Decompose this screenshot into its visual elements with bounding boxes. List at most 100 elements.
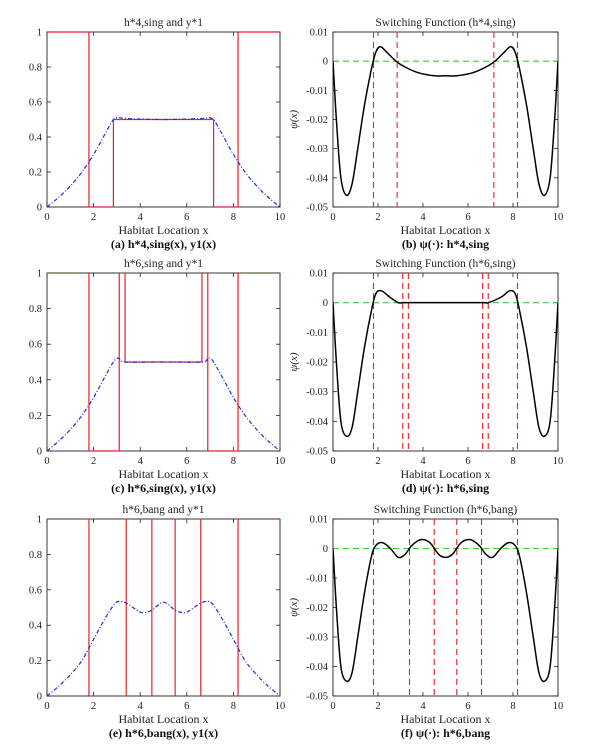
x-axis-label: Habitat Location x xyxy=(401,467,491,481)
panel-title: h*4,sing and y*1 xyxy=(124,17,203,29)
x-tick-label: 6 xyxy=(184,701,189,712)
plot-area xyxy=(47,519,280,696)
y-tick-label: -0.02 xyxy=(306,603,328,614)
series-y1 xyxy=(47,117,280,207)
series-psi xyxy=(333,289,558,438)
y-tick-label: 0.6 xyxy=(29,98,42,109)
plot-area xyxy=(47,32,280,207)
x-axis-label: Habitat Location x xyxy=(119,467,209,481)
x-tick-label: 0 xyxy=(330,212,335,223)
plot-area xyxy=(333,32,558,207)
y-tick-label: 1 xyxy=(37,269,42,280)
y-tick-label: 0.01 xyxy=(310,515,328,526)
series-psi xyxy=(333,538,558,683)
plot-frame xyxy=(46,518,281,697)
plot-frame xyxy=(332,518,559,697)
panel-b: 0 2 4 6 8 10 -0.05 -0.04 -0.03 -0.02 -0.01 0 0.01 Swi… xyxy=(288,17,563,251)
panel-d: 0 2 4 6 8 10 -0.05 -0.04 -0.03 -0.02 -0.01 0 0.01 Swi… xyxy=(288,258,563,495)
x-tick-label: 4 xyxy=(138,456,144,467)
series-control xyxy=(47,32,280,207)
y-tick-label: 0 xyxy=(37,447,42,458)
x-tick-label: 0 xyxy=(44,701,49,712)
x-tick-label: 4 xyxy=(138,212,144,223)
y-tick-label: -0.05 xyxy=(306,203,328,214)
plot-frame xyxy=(332,31,559,208)
panel-caption: (c) h*6,sing(x), y1(x) xyxy=(111,481,216,495)
y-tick-label: 0.4 xyxy=(29,375,43,386)
x-tick-label: 6 xyxy=(465,212,470,223)
y-tick-label: -0.04 xyxy=(306,417,329,428)
panel-title: Switching Function (h*6,bang) xyxy=(374,504,518,516)
x-axis-label: Habitat Location x xyxy=(401,712,491,726)
y-tick-label: 0.8 xyxy=(29,304,42,315)
plot-area xyxy=(47,273,280,451)
x-tick-label: 6 xyxy=(184,212,189,223)
y-tick-label: 1 xyxy=(37,515,42,526)
y-tick-label: 0 xyxy=(323,544,328,555)
y-tick-label: 0.4 xyxy=(29,621,43,632)
x-axis-label: Habitat Location x xyxy=(119,223,209,237)
series-psi xyxy=(333,45,558,197)
y-tick-label: -0.03 xyxy=(306,633,328,644)
panel-caption: (e) h*6,bang(x), y1(x) xyxy=(109,726,218,740)
y-axis-label: ψ(x) xyxy=(288,352,300,371)
panel-f: 0 2 4 6 8 10 -0.05 -0.04 -0.03 -0.02 -0.01 0 0.01 Swi… xyxy=(288,504,563,740)
plot-area xyxy=(333,273,558,451)
y-tick-label: -0.01 xyxy=(306,328,328,339)
y-tick-label: -0.04 xyxy=(306,173,329,184)
series-y1 xyxy=(47,357,280,451)
x-tick-label: 10 xyxy=(275,701,286,712)
x-tick-label: 4 xyxy=(420,456,426,467)
y-tick-label: 0.01 xyxy=(310,28,328,39)
x-tick-label: 2 xyxy=(91,212,96,223)
x-axis-label: Habitat Location x xyxy=(119,712,209,726)
x-tick-label: 4 xyxy=(420,212,426,223)
x-tick-label: 4 xyxy=(420,701,426,712)
x-tick-label: 2 xyxy=(91,701,96,712)
y-tick-label: -0.02 xyxy=(306,358,328,369)
panel-title: h*6,bang and y*1 xyxy=(122,504,204,516)
plot-area xyxy=(333,519,558,696)
x-tick-label: 2 xyxy=(375,456,380,467)
x-tick-label: 0 xyxy=(44,456,49,467)
panel-caption: (d) ψ(·): h*6,sing xyxy=(402,481,489,495)
y-axis-label: ψ(x) xyxy=(288,110,300,129)
x-tick-label: 2 xyxy=(91,456,96,467)
panel-caption: (f) ψ(·): h*6,bang xyxy=(401,726,490,740)
x-tick-label: 0 xyxy=(330,701,335,712)
panel-caption: (a) h*4,sing(x), y1(x) xyxy=(111,237,216,251)
x-tick-label: 4 xyxy=(138,701,144,712)
y-tick-label: 0.2 xyxy=(29,168,42,179)
x-tick-label: 10 xyxy=(275,212,286,223)
y-tick-label: 0.4 xyxy=(29,133,43,144)
x-tick-label: 8 xyxy=(510,701,515,712)
y-tick-label: 0.2 xyxy=(29,656,42,667)
x-tick-label: 8 xyxy=(231,701,236,712)
y-tick-label: 0.01 xyxy=(310,269,328,280)
y-tick-label: 0.6 xyxy=(29,340,42,351)
panel-title: Switching Function (h*4,sing) xyxy=(375,17,515,29)
y-tick-label: -0.02 xyxy=(306,115,328,126)
x-tick-label: 2 xyxy=(375,701,380,712)
x-tick-label: 6 xyxy=(184,456,189,467)
y-tick-label: 0 xyxy=(323,298,328,309)
panel-a: 0 2 4 6 8 10 0 0.2 0.4 0.6 0.8 1 h*4,sing and y*1 Hab… xyxy=(29,17,285,251)
x-tick-label: 10 xyxy=(553,456,564,467)
x-tick-label: 2 xyxy=(375,212,380,223)
panel-e: 0 2 4 6 8 10 0 0.2 0.4 0.6 0.8 1 h*6,bang and y*1 Hab… xyxy=(29,504,285,740)
y-axis-label: ψ(x) xyxy=(288,598,300,617)
y-tick-label: -0.04 xyxy=(306,662,329,673)
panel-title: Switching Function (h*6,sing) xyxy=(375,258,515,270)
panel-c: 0 2 4 6 8 10 0 0.2 0.4 0.6 0.8 1 h*6,sing and y*1 Hab… xyxy=(29,258,285,495)
x-tick-label: 6 xyxy=(465,701,470,712)
x-tick-label: 6 xyxy=(465,456,470,467)
y-tick-label: -0.05 xyxy=(306,692,328,703)
x-tick-label: 8 xyxy=(510,456,515,467)
y-tick-label: -0.05 xyxy=(306,447,328,458)
x-tick-label: 10 xyxy=(553,701,564,712)
x-tick-label: 8 xyxy=(231,456,236,467)
y-tick-label: -0.01 xyxy=(306,86,328,97)
x-tick-label: 10 xyxy=(553,212,564,223)
y-tick-label: -0.03 xyxy=(306,387,328,398)
